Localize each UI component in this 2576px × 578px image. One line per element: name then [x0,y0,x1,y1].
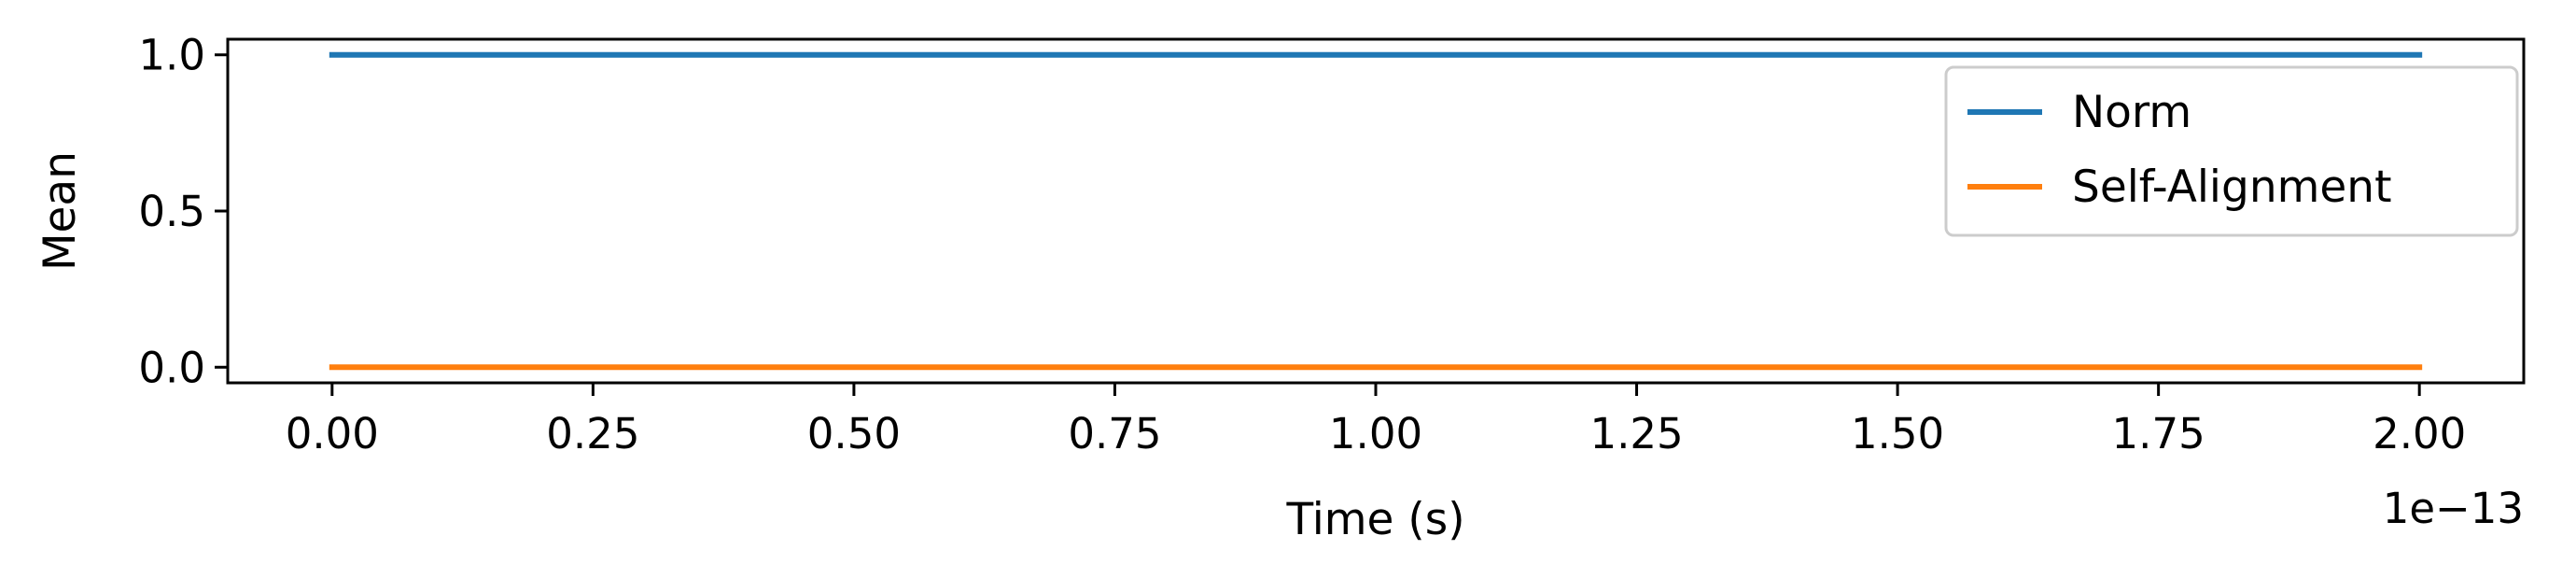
x-tick-label: 1.00 [1329,409,1422,458]
legend-label-1: Self-Alignment [2072,162,2392,213]
x-tick-label: 2.00 [2373,409,2466,458]
plot-frame [226,37,2526,385]
y-tick-label: 1.0 [138,31,205,80]
y-axis-label: Mean [35,151,86,271]
x-tick-label: 1.50 [1851,409,1944,458]
x-axis-label: Time (s) [1285,494,1464,545]
y-tick-label: 0.0 [138,343,205,392]
series-lines [329,51,2423,371]
legend-label-0: Norm [2072,87,2191,138]
x-offset-label: 1e−13 [2383,484,2524,533]
legend-frame [1944,65,2519,237]
x-tick-label: 0.50 [807,409,901,458]
x-tick-label: 0.75 [1068,409,1161,458]
x-tick-label: 0.00 [286,409,379,458]
y-axis-ticks: 0.0 0.5 1.0 [138,31,228,392]
x-axis-ticks: 0.00 0.25 0.50 0.75 1.00 1.25 1.50 1.75 2.00 [286,383,2466,458]
x-tick-label: 0.25 [546,409,639,458]
x-tick-label: 1.25 [1589,409,1683,458]
x-tick-label: 1.75 [2112,409,2205,458]
y-tick-label: 0.5 [138,187,205,236]
legend: Norm Self-Alignment [1944,65,2519,237]
